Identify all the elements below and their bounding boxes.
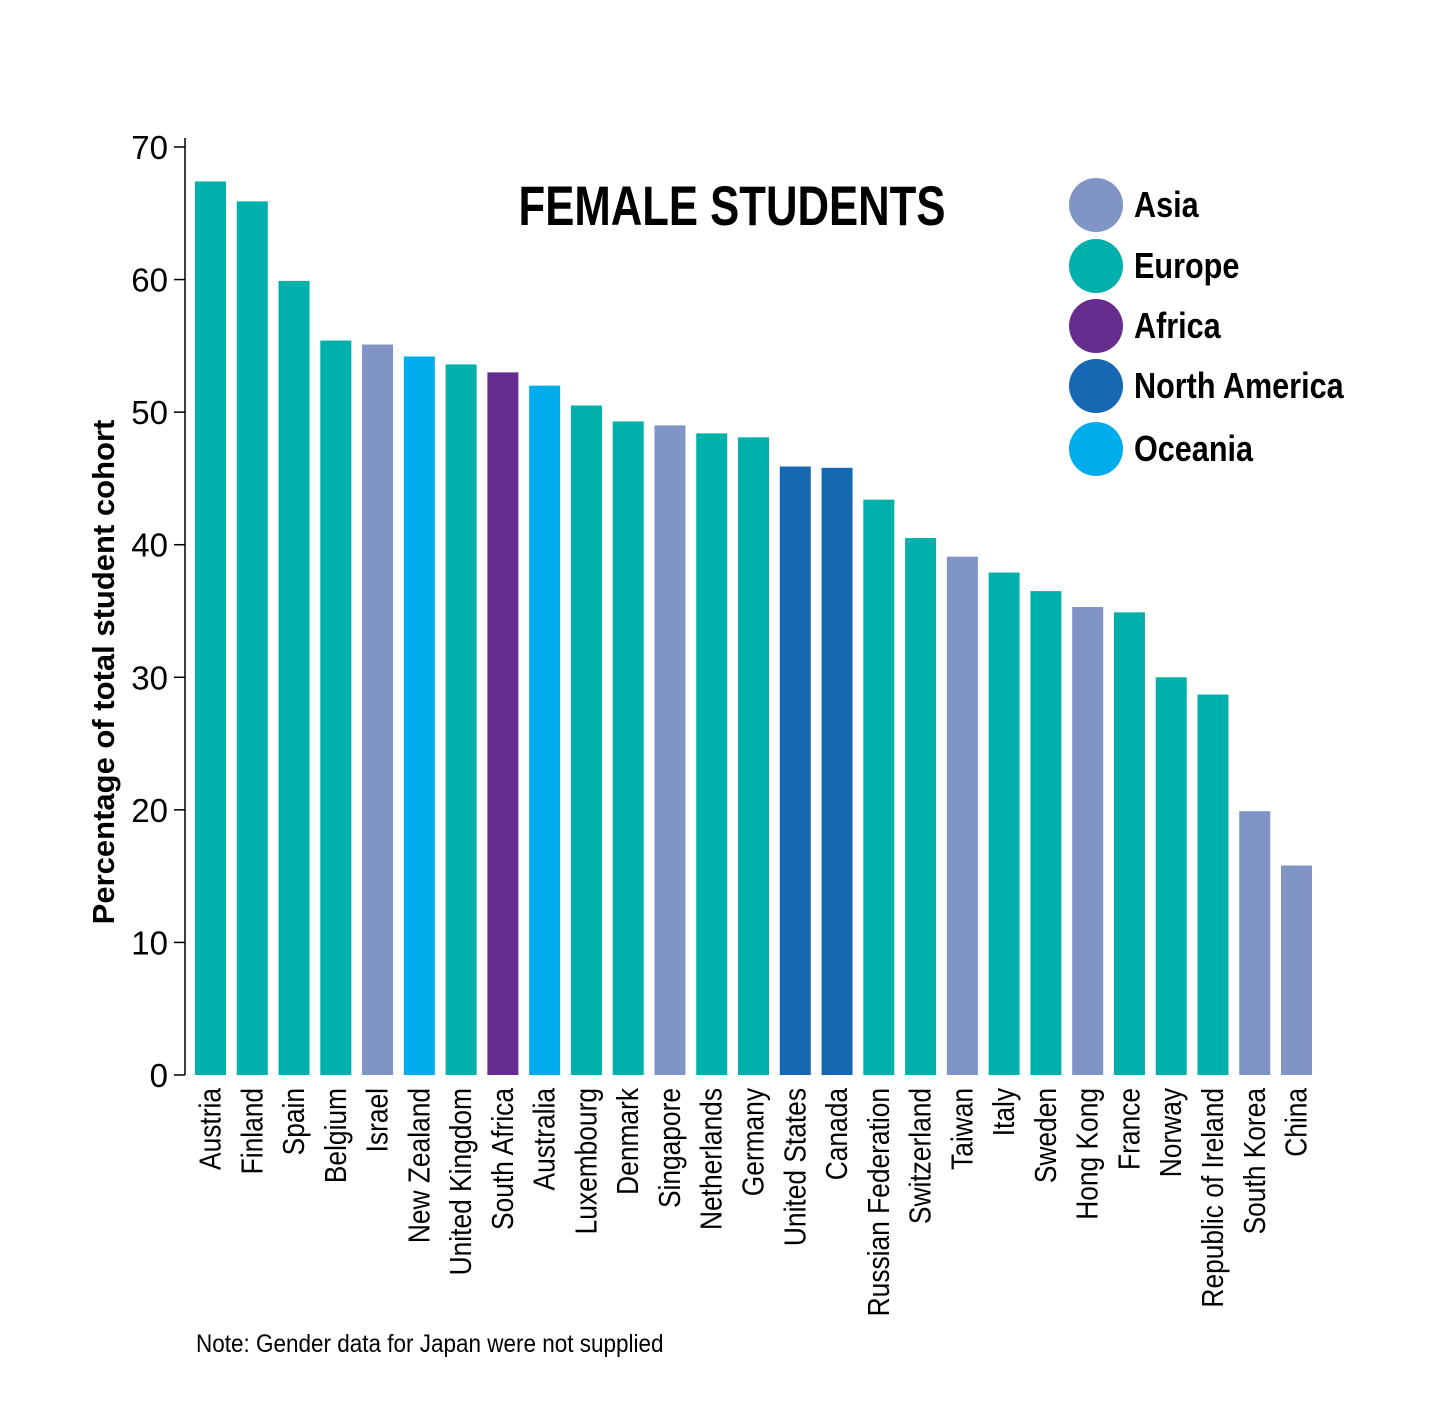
legend-item-europe: Europe <box>1069 239 1239 293</box>
x-tick-label: Germany <box>737 1087 771 1196</box>
bar-denmark <box>612 421 644 1075</box>
chart-title: FEMALE STUDENTS <box>519 175 946 237</box>
bar-canada <box>821 467 853 1075</box>
x-tick-label: Netherlands <box>695 1088 729 1230</box>
bar-germany <box>738 437 770 1075</box>
bars <box>195 181 1313 1076</box>
legend-label: Asia <box>1134 186 1199 226</box>
bar-belgium <box>320 340 352 1075</box>
y-axis: 0 10 20 30 40 50 60 70 <box>131 129 186 1094</box>
x-tick-label: France <box>1113 1088 1147 1170</box>
legend-label: Africa <box>1134 307 1221 347</box>
legend-swatch <box>1069 178 1123 232</box>
x-tick-label: Israel <box>361 1088 395 1152</box>
bar-israel <box>362 344 394 1075</box>
y-tick-label: 0 <box>150 1057 168 1094</box>
x-tick-label: United States <box>778 1088 812 1246</box>
legend-label: North America <box>1134 367 1344 407</box>
y-axis-label: Percentage of total student cohort <box>86 420 121 925</box>
bar-united-states <box>779 466 811 1075</box>
x-tick-labels: Austria Finland Spain Belgium Israel New Zeal… <box>194 1087 1315 1316</box>
bar-luxembourg <box>570 405 602 1075</box>
legend-item-oceania: Oceania <box>1069 422 1253 476</box>
legend-swatch <box>1069 239 1123 293</box>
bar-norway <box>1155 677 1187 1075</box>
legend-swatch <box>1069 359 1123 413</box>
bar-russian-federation <box>863 499 895 1075</box>
x-tick-label: Singapore <box>653 1088 687 1208</box>
legend-item-north-america: North America <box>1069 359 1344 413</box>
x-tick-label: Republic of Ireland <box>1196 1088 1230 1308</box>
y-tick-label: 10 <box>131 924 168 961</box>
bar-south-africa <box>487 372 519 1075</box>
bar-italy <box>988 572 1020 1075</box>
x-tick-label: Canada <box>820 1088 854 1180</box>
x-tick-label: Spain <box>277 1088 311 1155</box>
x-tick-label: Italy <box>987 1087 1021 1136</box>
bar-france <box>1113 612 1145 1075</box>
x-tick-label: Austria <box>194 1088 228 1170</box>
bar-taiwan <box>946 556 978 1075</box>
x-tick-label: South Africa <box>486 1088 520 1230</box>
x-tick-label: Russian Federation <box>862 1088 896 1316</box>
x-tick-label: China <box>1280 1088 1314 1157</box>
x-tick-label: Taiwan <box>945 1088 979 1170</box>
legend-item-africa: Africa <box>1069 299 1221 353</box>
bar-netherlands <box>696 433 728 1076</box>
bar-finland <box>236 201 268 1076</box>
x-tick-label: Hong Kong <box>1071 1088 1105 1220</box>
x-tick-label: South Korea <box>1238 1088 1272 1234</box>
legend-swatch <box>1069 299 1123 353</box>
bar-sweden <box>1030 591 1062 1075</box>
x-tick-label: Switzerland <box>904 1088 938 1224</box>
bar-spain <box>278 280 310 1075</box>
x-tick-label: Luxembourg <box>569 1088 603 1234</box>
bar-republic-of-ireland <box>1197 694 1229 1075</box>
y-tick-label: 50 <box>131 394 168 431</box>
y-tick-label: 60 <box>131 262 168 299</box>
legend-label: Oceania <box>1134 430 1253 470</box>
x-tick-label: Finland <box>235 1088 269 1174</box>
x-tick-label: Sweden <box>1029 1088 1063 1183</box>
y-tick-label: 40 <box>131 527 168 564</box>
legend-swatch <box>1069 422 1123 476</box>
bar-south-korea <box>1239 811 1271 1075</box>
bar-hong-kong <box>1072 607 1104 1075</box>
legend-label: Europe <box>1134 247 1239 287</box>
x-tick-label: Denmark <box>611 1087 645 1194</box>
bar-united-kingdom <box>445 364 477 1076</box>
bar-china <box>1281 865 1313 1075</box>
x-tick-label: Norway <box>1154 1087 1188 1177</box>
legend: Asia Europe Africa North America Oceania <box>1069 178 1344 476</box>
y-tick-label: 70 <box>131 129 168 166</box>
legend-item-asia: Asia <box>1069 178 1199 232</box>
bar-austria <box>195 181 226 1075</box>
x-tick-label: New Zealand <box>402 1088 436 1243</box>
bar-australia <box>529 385 561 1076</box>
y-tick-label: 30 <box>131 659 168 696</box>
y-tick-label: 20 <box>131 792 168 829</box>
bar-singapore <box>654 425 686 1075</box>
bar-switzerland <box>905 538 937 1075</box>
footnote: Note: Gender data for Japan were not sup… <box>196 1330 663 1358</box>
x-tick-label: Belgium <box>319 1088 353 1183</box>
bar-new-zealand <box>403 356 435 1075</box>
x-tick-label: Australia <box>528 1088 562 1190</box>
x-tick-label: United Kingdom <box>444 1088 478 1275</box>
